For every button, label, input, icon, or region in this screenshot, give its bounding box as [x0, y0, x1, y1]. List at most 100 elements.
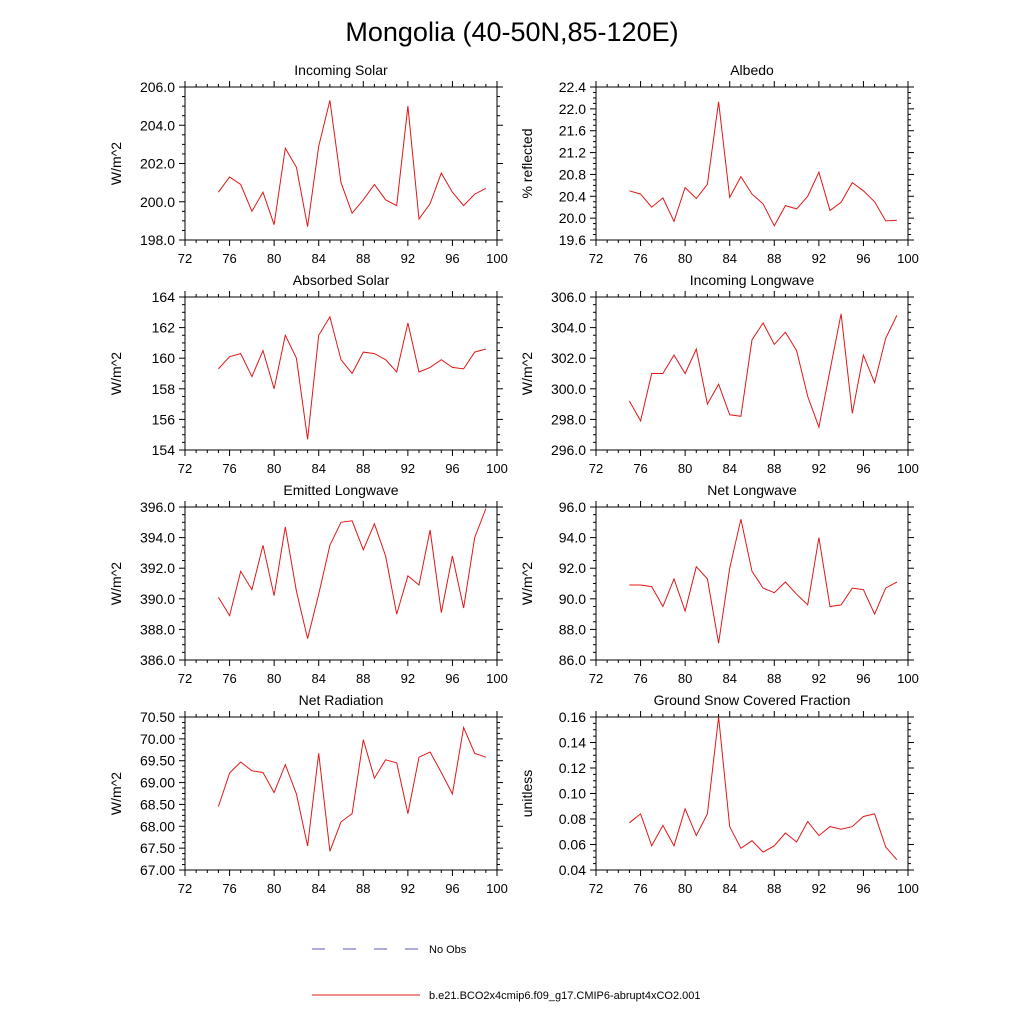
x-tick-label: 72	[589, 461, 603, 476]
x-tick-label: 76	[633, 881, 647, 896]
y-tick-label: 68.00	[140, 818, 175, 834]
x-tick-label: 88	[767, 881, 781, 896]
y-tick-label: 70.50	[140, 709, 175, 725]
x-tick-label: 100	[897, 461, 919, 476]
y-tick-label: 390.0	[140, 591, 175, 607]
y-tick-label: 0.16	[559, 709, 586, 725]
y-axis-label: W/m^2	[519, 352, 535, 395]
x-tick-label: 100	[897, 251, 919, 266]
series-line-net-longwave	[629, 519, 898, 644]
panel-title: Incoming Solar	[294, 62, 388, 78]
x-tick-label: 76	[222, 461, 236, 476]
x-tick-label: 84	[722, 881, 736, 896]
x-tick-label: 84	[311, 251, 325, 266]
x-tick-label: 84	[722, 251, 736, 266]
x-tick-label: 100	[897, 671, 919, 686]
x-tick-label: 100	[486, 881, 508, 896]
y-tick-label: 67.00	[140, 862, 175, 878]
x-tick-label: 84	[311, 671, 325, 686]
series-line-incoming-solar	[217, 100, 487, 227]
panel-absorbed-solar: 72 76 80 84 88 92 96 100 154 156 158 160 162 164 W/m^2…	[108, 272, 508, 476]
figure-title: Mongolia (40-50N,85-120E)	[345, 17, 678, 47]
y-tick-label: 394.0	[140, 530, 175, 546]
y-axis-label: W/m^2	[108, 142, 124, 185]
plot-frame	[184, 296, 498, 451]
x-tick-label: 84	[311, 881, 325, 896]
plot-frame	[595, 506, 909, 661]
plot-frame	[184, 506, 498, 661]
x-tick-label: 76	[222, 881, 236, 896]
y-axis-label: W/m^2	[108, 772, 124, 815]
y-tick-label: 202.0	[140, 156, 175, 172]
series-line-absorbed-solar	[218, 315, 487, 440]
panel-net-longwave: 72 76 80 84 88 92 96 100 86.0 88.0 90.0 92.0 94.0 96.…	[519, 482, 919, 686]
x-tick-label: 96	[445, 671, 459, 686]
panel-incoming-solar: 72 76 80 84 88 92 96 100 198.0 200.0 202.0 204.0 206…	[108, 62, 508, 266]
x-tick-label: 100	[486, 671, 508, 686]
panel-title: Ground Snow Covered Fraction	[654, 692, 851, 708]
y-tick-label: 0.10	[559, 786, 586, 802]
panel-title: Emitted Longwave	[283, 482, 398, 498]
y-tick-label: 156	[152, 411, 176, 427]
x-tick-label: 76	[633, 461, 647, 476]
x-tick-label: 76	[222, 251, 236, 266]
y-tick-label: 302.0	[551, 350, 586, 366]
panel-net-radiation: 72 76 80 84 88 92 96 100 67.00 67.50 68.00 68.50 69.…	[108, 692, 508, 896]
x-tick-label: 96	[856, 461, 870, 476]
panel-emitted-longwave: 72 76 80 84 88 92 96 100 386.0 388.0 390.0 392.0 394…	[108, 482, 508, 686]
y-tick-label: 164	[152, 289, 176, 305]
y-tick-label: 22.0	[559, 101, 586, 117]
x-tick-label: 96	[445, 461, 459, 476]
y-tick-label: 88.0	[559, 621, 586, 637]
x-tick-label: 72	[178, 671, 192, 686]
panel-title: Albedo	[730, 62, 774, 78]
y-axis-label: W/m^2	[108, 352, 124, 395]
y-tick-label: 306.0	[551, 289, 586, 305]
x-tick-label: 72	[178, 881, 192, 896]
y-tick-label: 396.0	[140, 499, 175, 515]
plot-frame	[595, 86, 909, 241]
y-tick-label: 21.6	[559, 123, 586, 139]
y-tick-label: 20.0	[559, 210, 586, 226]
x-tick-label: 88	[356, 881, 370, 896]
y-tick-label: 386.0	[140, 652, 175, 668]
legend-no-obs-label: No Obs	[429, 944, 467, 956]
x-tick-label: 72	[178, 461, 192, 476]
x-tick-label: 100	[897, 881, 919, 896]
x-tick-label: 88	[767, 251, 781, 266]
x-tick-label: 84	[722, 461, 736, 476]
x-tick-label: 80	[678, 881, 692, 896]
x-tick-label: 92	[812, 461, 826, 476]
x-tick-label: 80	[267, 671, 281, 686]
y-tick-label: 198.0	[140, 232, 175, 248]
y-tick-label: 388.0	[140, 621, 175, 637]
x-tick-label: 72	[589, 881, 603, 896]
panel-incoming-longwave: 72 76 80 84 88 92 96 100 296.0 298.0 300.0 302.0 304…	[519, 272, 919, 476]
plot-frame	[595, 296, 909, 451]
x-tick-label: 92	[401, 251, 415, 266]
y-tick-label: 94.0	[559, 530, 586, 546]
y-tick-label: 392.0	[140, 560, 175, 576]
y-tick-label: 0.12	[559, 760, 586, 776]
y-tick-label: 0.04	[559, 862, 586, 878]
legend: No Obs b.e21.BCO2x4cmip6.f09_g17.CMIP6-a…	[312, 944, 701, 1002]
y-tick-label: 200.0	[140, 194, 175, 210]
y-tick-label: 68.50	[140, 796, 175, 812]
x-tick-label: 88	[356, 671, 370, 686]
series-line-ground-snow-covered-fraction	[629, 716, 898, 861]
y-tick-label: 92.0	[559, 560, 586, 576]
series-line-net-radiation	[217, 725, 487, 852]
x-tick-label: 88	[767, 671, 781, 686]
panel-title: Net Radiation	[299, 692, 384, 708]
plot-frame	[184, 86, 498, 241]
x-tick-label: 80	[267, 461, 281, 476]
x-tick-label: 76	[633, 251, 647, 266]
x-tick-label: 96	[856, 881, 870, 896]
x-tick-label: 76	[633, 671, 647, 686]
x-tick-label: 92	[812, 881, 826, 896]
y-tick-label: 0.08	[559, 811, 586, 827]
x-tick-label: 84	[722, 671, 736, 686]
y-tick-label: 0.06	[559, 837, 586, 853]
x-tick-label: 80	[678, 461, 692, 476]
